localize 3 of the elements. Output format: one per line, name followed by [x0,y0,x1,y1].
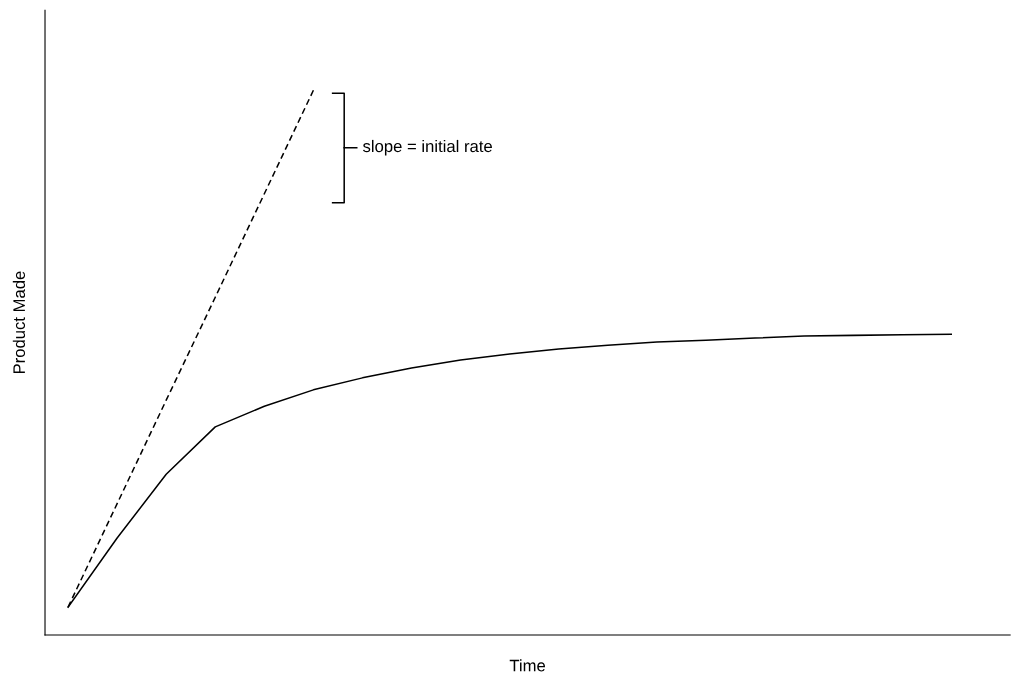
annotation: slope = initial rate [363,139,492,156]
x-axis-title: Time [509,659,546,672]
y-axis-title: Product Made [12,271,26,374]
